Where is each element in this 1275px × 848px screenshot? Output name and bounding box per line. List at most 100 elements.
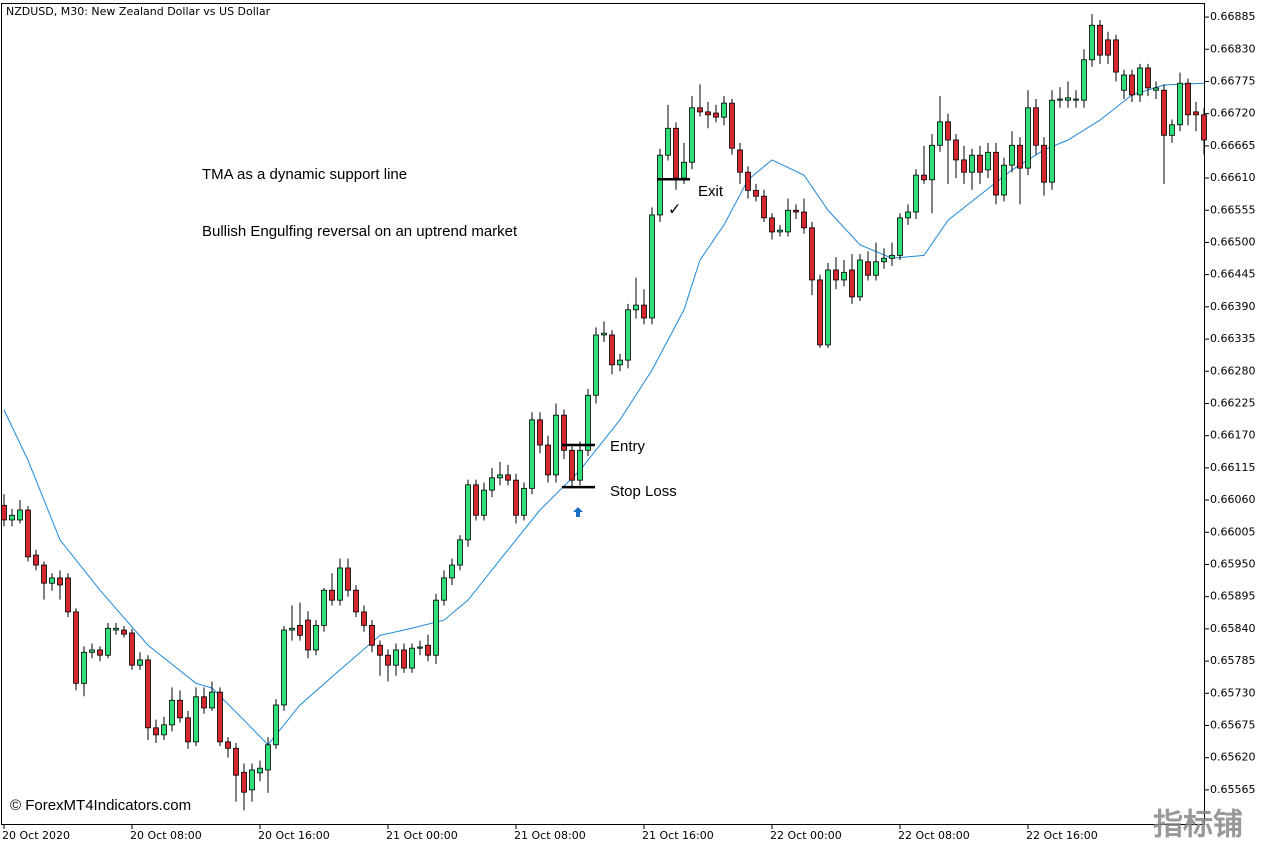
x-tick-label: 21 Oct 08:00: [514, 829, 586, 842]
candle-body: [953, 139, 959, 161]
y-tick-label: 0.66170: [1210, 429, 1256, 442]
candle-body: [17, 509, 23, 521]
candle-body: [1121, 74, 1127, 91]
candle-body: [993, 151, 999, 196]
candle-body: [105, 627, 111, 656]
candle-body: [137, 659, 143, 666]
candle-body: [593, 334, 599, 396]
y-tick-label: 0.66060: [1210, 493, 1256, 506]
candle-body: [393, 649, 399, 666]
candle-body: [1073, 98, 1079, 101]
candle-body: [1041, 144, 1047, 183]
candle-body: [1025, 107, 1031, 169]
candle-body: [1081, 59, 1087, 101]
candle-body: [441, 577, 447, 601]
candle-body: [1169, 124, 1175, 136]
candle-body: [777, 229, 783, 233]
candle-body: [697, 107, 703, 113]
candle-body: [921, 174, 927, 181]
candle-body: [257, 767, 263, 774]
candle-body: [217, 691, 223, 743]
candle-body: [1153, 87, 1159, 91]
candle-body: [449, 564, 455, 579]
candle-body: [337, 567, 343, 601]
candle-body: [841, 271, 847, 281]
candle-body: [817, 279, 823, 346]
candle-body: [905, 211, 911, 219]
candle-body: [689, 107, 695, 163]
candle-body: [193, 696, 199, 743]
y-tick-label: 0.66005: [1210, 525, 1256, 538]
y-tick-label: 0.65785: [1210, 654, 1256, 667]
y-tick-label: 0.66665: [1210, 139, 1256, 152]
candle-body: [97, 649, 103, 656]
candle-body: [161, 724, 167, 736]
candle-body: [201, 696, 207, 709]
candle-body: [1097, 24, 1103, 56]
candle-body: [417, 646, 423, 649]
x-tick-label: 22 Oct 08:00: [898, 829, 970, 842]
candle-body: [985, 151, 991, 171]
candle-body: [57, 577, 63, 586]
candle-body: [849, 269, 855, 298]
candle-body: [169, 699, 175, 726]
candle-body: [353, 589, 359, 613]
y-tick-label: 0.65565: [1210, 783, 1256, 796]
candle-body: [1009, 144, 1015, 166]
candle-body: [1001, 164, 1007, 196]
candle-body: [881, 257, 887, 263]
candle-body: [569, 449, 575, 481]
candle-body: [665, 127, 671, 156]
candle-body: [329, 589, 335, 601]
candle-body: [1049, 99, 1055, 183]
y-tick-label: 0.65840: [1210, 622, 1256, 635]
candle-body: [145, 659, 151, 729]
candle-body: [769, 217, 775, 233]
candle-body: [273, 704, 279, 746]
candle-body: [33, 554, 39, 566]
y-tick-label: 0.66720: [1210, 107, 1256, 120]
candle-body: [889, 254, 895, 259]
y-tick-label: 0.65675: [1210, 718, 1256, 731]
candle-body: [745, 171, 751, 191]
candle-body: [225, 741, 231, 749]
candle-body: [113, 627, 119, 631]
y-tick-label: 0.66115: [1210, 461, 1256, 474]
y-tick-label: 0.66610: [1210, 171, 1256, 184]
candle-body: [673, 127, 679, 179]
y-tick-label: 0.66830: [1210, 42, 1256, 55]
candle-body: [753, 189, 759, 197]
candle-body: [1137, 67, 1143, 96]
corner-watermark: 指标铺: [1153, 808, 1243, 843]
x-tick-label: 22 Oct 16:00: [1026, 829, 1098, 842]
x-tick-label: 20 Oct 08:00: [130, 829, 202, 842]
y-tick-label: 0.66775: [1210, 74, 1256, 87]
candle-body: [1193, 111, 1199, 116]
annotation: TMA as a dynamic support line: [202, 166, 407, 183]
candle-body: [529, 419, 535, 489]
candle-body: [505, 474, 511, 481]
candle-body: [361, 611, 367, 626]
candle-body: [801, 211, 807, 229]
candle-body: [473, 484, 479, 516]
level-label: Exit: [698, 183, 724, 200]
candle-body: [545, 444, 551, 476]
y-tick-label: 0.66390: [1210, 300, 1256, 313]
candle-body: [497, 474, 503, 479]
chart-title: NZDUSD, M30: New Zealand Dollar vs US Do…: [6, 5, 271, 18]
candle-body: [577, 449, 583, 481]
y-tick-label: 0.65895: [1210, 590, 1256, 603]
candle-body: [1177, 82, 1183, 126]
candle-body: [833, 269, 839, 281]
candle-body: [721, 102, 727, 118]
annotation: Bullish Engulfing reversal on an uptrend…: [202, 223, 518, 240]
candle-body: [713, 112, 719, 118]
candle-body: [209, 691, 215, 709]
candle-body: [265, 744, 271, 771]
x-tick-label: 20 Oct 2020: [2, 829, 70, 842]
candle-body: [617, 359, 623, 366]
candle-body: [49, 577, 55, 584]
candle-body: [761, 195, 767, 219]
